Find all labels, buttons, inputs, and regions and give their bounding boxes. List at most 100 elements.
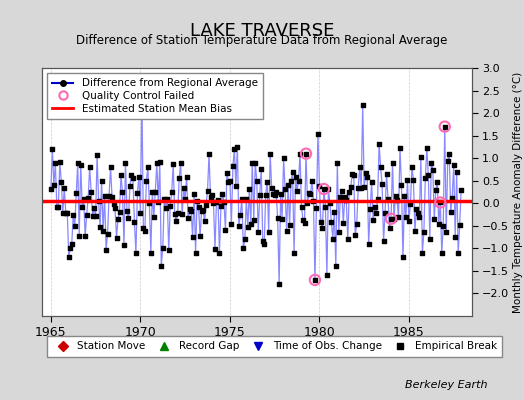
Point: [424, 172, 432, 179]
Point: [367, 179, 376, 185]
Point: [314, 130, 322, 137]
Point: [152, 160, 161, 166]
Point: [320, 186, 328, 192]
Point: [335, 229, 343, 235]
Point: [275, 281, 283, 288]
Point: [305, 189, 313, 196]
Point: [281, 186, 289, 192]
Point: [179, 185, 188, 192]
Point: [293, 188, 301, 194]
Point: [177, 160, 185, 166]
Point: [358, 102, 367, 109]
Point: [71, 223, 79, 229]
Point: [397, 182, 406, 188]
Point: [54, 204, 62, 210]
Point: [413, 210, 422, 216]
Point: [341, 194, 349, 200]
Point: [391, 192, 400, 199]
Point: [48, 146, 57, 152]
Point: [350, 172, 358, 178]
Point: [199, 206, 208, 213]
Point: [450, 162, 458, 168]
Point: [409, 176, 418, 183]
Point: [59, 210, 67, 216]
Point: [205, 151, 213, 158]
Point: [123, 207, 131, 214]
Point: [277, 190, 285, 197]
Point: [220, 199, 228, 205]
Point: [311, 277, 319, 283]
Point: [57, 179, 66, 185]
Point: [457, 186, 465, 193]
Point: [154, 199, 162, 205]
Point: [365, 241, 373, 247]
Point: [366, 206, 374, 212]
Point: [346, 184, 355, 190]
Point: [254, 228, 263, 235]
Point: [263, 178, 271, 185]
Point: [436, 199, 444, 206]
Point: [97, 178, 106, 184]
Point: [393, 197, 401, 203]
Point: [363, 174, 372, 180]
Point: [163, 196, 171, 202]
Point: [238, 195, 246, 202]
Point: [307, 191, 315, 197]
Text: LAKE TRAVERSE: LAKE TRAVERSE: [190, 22, 334, 40]
Point: [127, 172, 136, 179]
Point: [287, 178, 295, 185]
Point: [336, 194, 344, 200]
Point: [441, 124, 449, 130]
Point: [438, 250, 446, 256]
Point: [172, 218, 180, 224]
Point: [269, 190, 277, 197]
Point: [232, 183, 240, 190]
Point: [355, 164, 364, 170]
Point: [385, 224, 394, 231]
Point: [130, 219, 139, 225]
Point: [159, 245, 167, 252]
Point: [323, 272, 331, 279]
Point: [135, 174, 143, 180]
Point: [332, 263, 340, 270]
Point: [105, 193, 113, 199]
Point: [297, 204, 305, 210]
Point: [267, 185, 276, 191]
Point: [72, 190, 80, 196]
Point: [284, 182, 292, 188]
Point: [85, 164, 94, 170]
Point: [200, 218, 209, 224]
Point: [370, 204, 379, 210]
Point: [165, 247, 173, 254]
Point: [193, 198, 201, 204]
Point: [211, 246, 219, 252]
Point: [327, 219, 335, 225]
Point: [318, 224, 326, 231]
Point: [272, 189, 280, 196]
Point: [291, 174, 300, 180]
Point: [387, 216, 395, 222]
Point: [420, 229, 428, 236]
Point: [226, 178, 234, 185]
Point: [73, 160, 82, 166]
Point: [115, 209, 124, 216]
Point: [379, 238, 388, 244]
Point: [139, 225, 148, 232]
Point: [50, 182, 58, 188]
Point: [376, 164, 385, 170]
Point: [51, 160, 60, 166]
Point: [320, 186, 328, 192]
Point: [288, 169, 297, 176]
Point: [169, 161, 178, 168]
Point: [261, 191, 270, 198]
Point: [132, 250, 140, 256]
Point: [136, 210, 145, 216]
Point: [399, 254, 407, 260]
Point: [217, 202, 225, 209]
Point: [354, 185, 363, 192]
Point: [147, 250, 155, 256]
Point: [124, 215, 133, 221]
Point: [245, 186, 254, 192]
Point: [92, 213, 100, 219]
Point: [224, 179, 233, 186]
